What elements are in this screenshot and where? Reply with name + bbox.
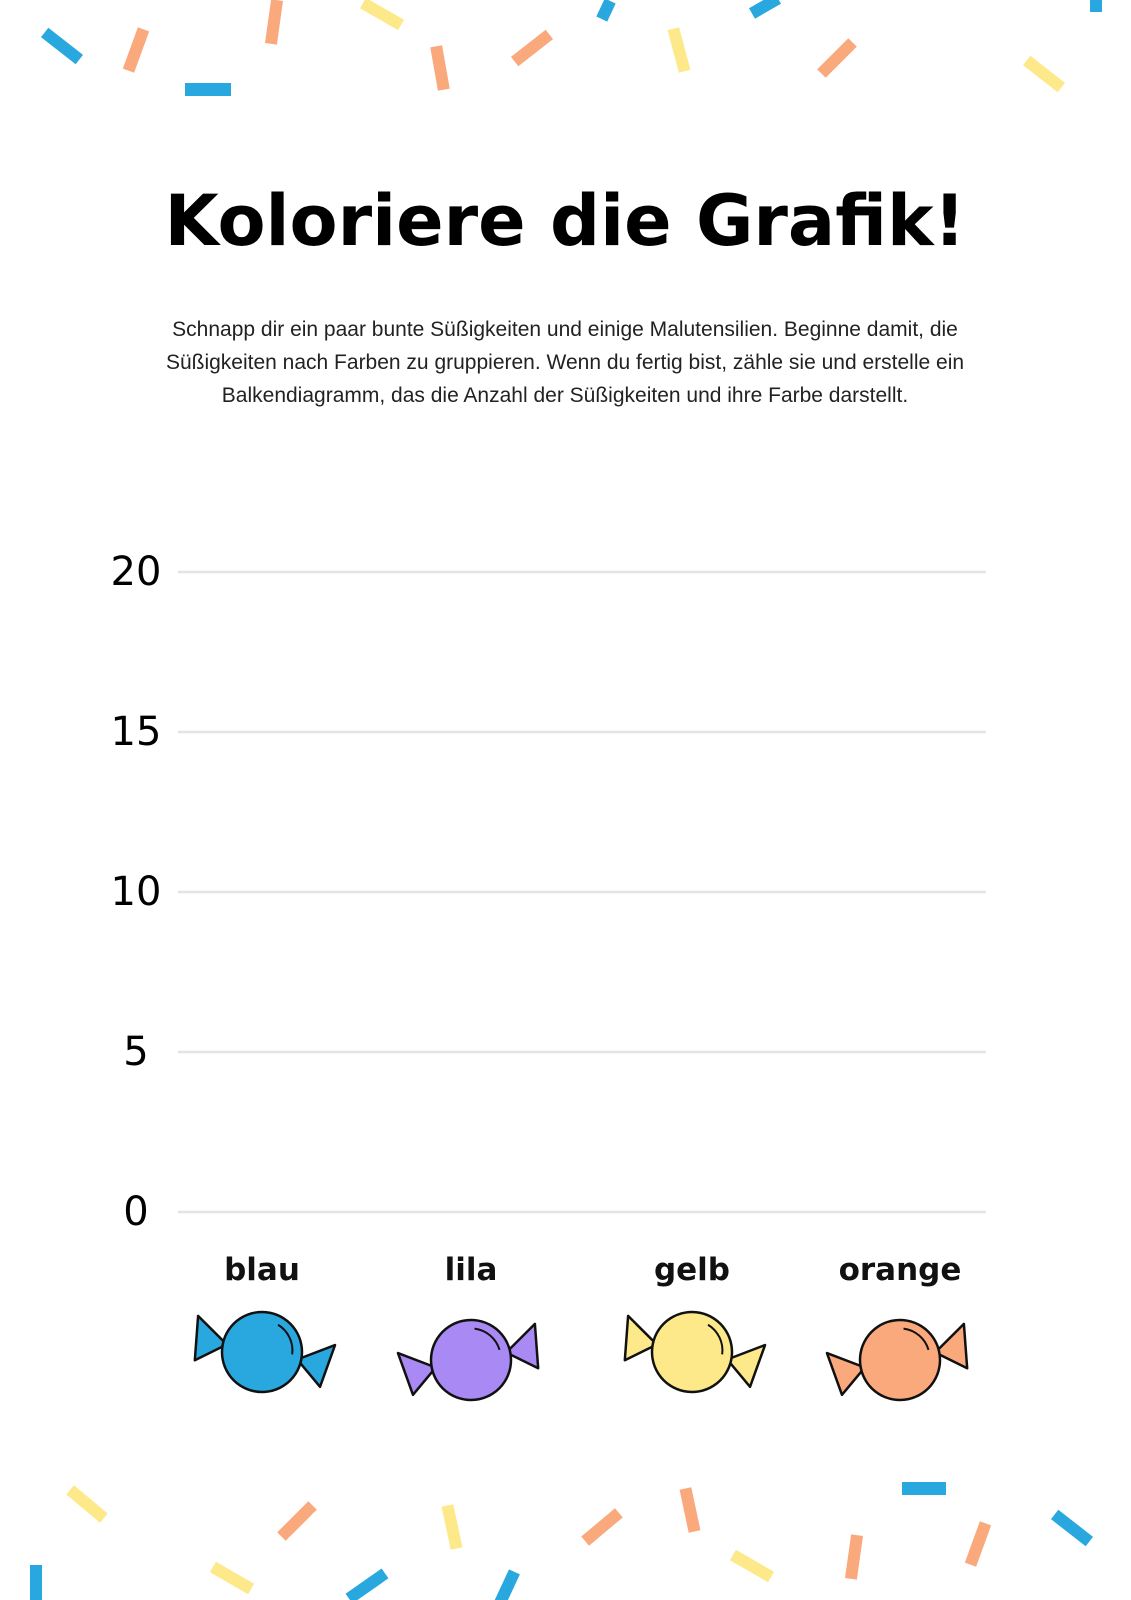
y-tick-label: 0 xyxy=(123,1189,148,1235)
candy-icon xyxy=(825,1318,969,1402)
y-tick-label: 20 xyxy=(111,549,162,595)
candy-shine xyxy=(474,1327,501,1351)
candy-wrapper xyxy=(396,1351,438,1397)
candy-wrapper xyxy=(825,1351,867,1397)
candy-wrapper xyxy=(193,1314,229,1362)
y-tick-label: 5 xyxy=(123,1029,148,1075)
candy-body xyxy=(429,1318,513,1402)
category-label: orange xyxy=(839,1252,962,1288)
intro-line: Schnapp dir ein paar bunte Süßigkeiten u… xyxy=(172,318,958,341)
candy-wrapper xyxy=(295,1343,337,1389)
candy-body xyxy=(650,1310,734,1394)
candy-icon xyxy=(396,1318,540,1402)
candy-body xyxy=(220,1310,304,1394)
confetti-top xyxy=(40,0,1102,96)
candy-wrapper xyxy=(725,1343,767,1389)
title: Koloriere die Grafik! xyxy=(164,180,965,262)
candy-shine xyxy=(277,1323,294,1355)
candy-body xyxy=(858,1318,942,1402)
category-label: gelb xyxy=(654,1252,730,1288)
y-tick-label: 15 xyxy=(111,709,162,755)
confetti-bottom xyxy=(30,1482,1094,1600)
candy-shine xyxy=(707,1323,724,1355)
candy-wrapper xyxy=(504,1322,540,1370)
candy-shine xyxy=(903,1327,930,1351)
category-label: lila xyxy=(445,1252,498,1288)
intro-line: Süßigkeiten nach Farben zu gruppieren. W… xyxy=(166,351,964,374)
category-label: blau xyxy=(224,1252,300,1288)
intro-line: Balkendiagramm, das die Anzahl der Süßig… xyxy=(222,384,908,407)
y-tick-label: 10 xyxy=(111,869,162,915)
candy-wrapper xyxy=(933,1322,969,1370)
candy-icon xyxy=(623,1310,767,1394)
candy-icon xyxy=(193,1310,337,1394)
candy-wrapper xyxy=(623,1314,659,1362)
